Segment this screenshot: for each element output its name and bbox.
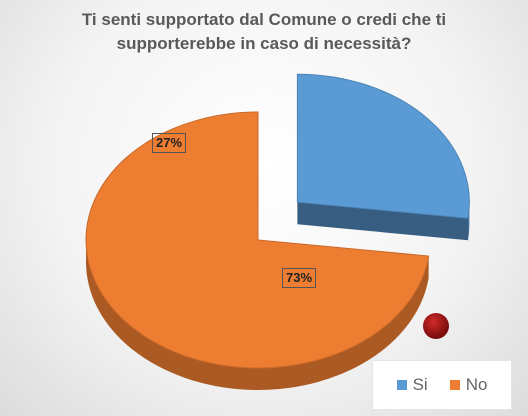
pie-slice-no xyxy=(85,111,430,369)
chart-title-line-2: supporterebbe in caso di necessità? xyxy=(116,34,412,53)
chart-title: Ti senti supportato dal Comune o credi c… xyxy=(20,8,508,56)
chart-title-line-1: Ti senti supportato dal Comune o credi c… xyxy=(81,10,447,29)
pie-slice-si xyxy=(296,73,470,219)
legend-label-no: No xyxy=(465,375,488,394)
legend-swatch-no xyxy=(449,380,460,390)
legend-swatch-si xyxy=(396,380,407,390)
red-dot-marker xyxy=(423,313,449,339)
legend-label-si: Si xyxy=(412,375,428,394)
data-label-si: 27% xyxy=(152,133,187,153)
chart-legend: Si No xyxy=(372,360,512,410)
pie-slice-side-no xyxy=(86,240,429,391)
data-label-no: 73% xyxy=(282,268,317,288)
pie-slice-face-si-1 xyxy=(297,202,469,241)
legend-entry-no: No xyxy=(449,375,488,395)
legend-entry-si: Si xyxy=(396,375,428,395)
